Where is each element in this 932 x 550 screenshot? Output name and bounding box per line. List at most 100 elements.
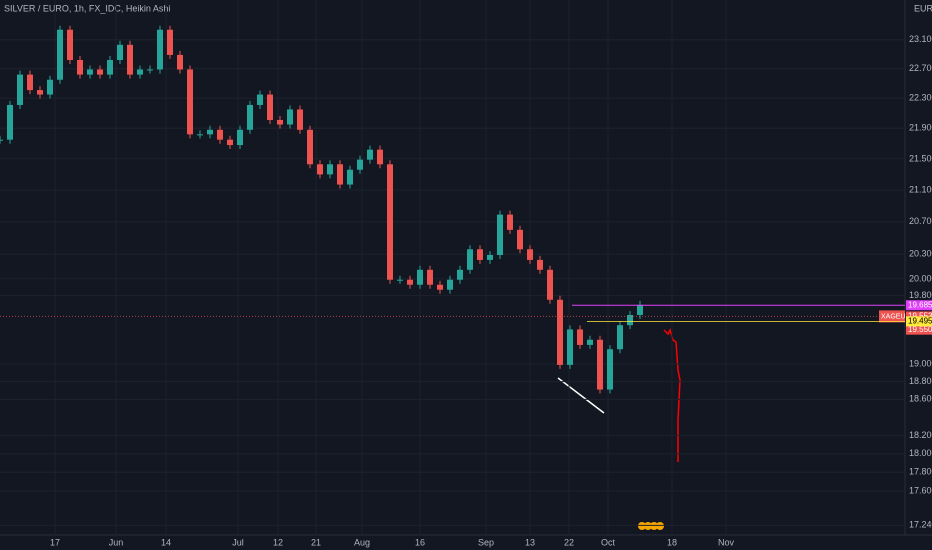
price-tag: 19.550 <box>908 325 932 334</box>
event-icon[interactable] <box>650 522 658 530</box>
price-tag: 19.553 <box>908 312 932 321</box>
x-tick-label: 12 <box>273 537 283 547</box>
candle-body <box>7 104 13 140</box>
y-tick-label: 19.800 <box>909 290 932 300</box>
candle-body <box>407 279 413 285</box>
candle-body <box>347 169 353 185</box>
y-tick-label: 17.800 <box>909 467 932 477</box>
candle-body <box>567 329 573 365</box>
candle-body <box>287 109 293 125</box>
candle-body <box>427 269 433 285</box>
candle-body <box>167 29 173 55</box>
candle-body <box>607 349 613 390</box>
candle-body <box>327 164 333 175</box>
candle-body <box>397 279 403 281</box>
candle-body <box>587 339 593 345</box>
projection-path <box>663 327 681 462</box>
y-tick-label: 19.000 <box>909 358 932 368</box>
y-tick-label: 21.900 <box>909 123 932 133</box>
candle-body <box>547 269 553 300</box>
candle-body <box>47 79 53 95</box>
candle-body <box>447 279 453 290</box>
x-tick-label: 18 <box>667 537 677 547</box>
price-tag-bg <box>906 316 932 327</box>
y-tick-label: 17.600 <box>909 485 932 495</box>
y-tick-label: 20.300 <box>909 249 932 259</box>
candle-body <box>517 229 523 250</box>
candle-body <box>97 69 103 75</box>
y-tick-label: 22.700 <box>909 63 932 73</box>
price-tag: 19.685 <box>908 300 932 309</box>
y-tick-label: 20.000 <box>909 273 932 283</box>
candle-body <box>17 74 23 105</box>
price-tag: 19.495 <box>908 316 932 325</box>
x-tick-label: Aug <box>354 537 370 547</box>
candle-body <box>467 249 473 270</box>
x-tick-label: Jul <box>232 537 244 547</box>
candle-body <box>227 139 233 146</box>
candle-body <box>237 129 243 146</box>
candle-body <box>357 159 363 170</box>
candle-body <box>457 269 463 280</box>
x-tick-label: Sep <box>478 537 494 547</box>
candle-body <box>557 299 563 365</box>
candle-body <box>637 304 643 315</box>
candle-body <box>217 129 223 140</box>
candle-body <box>77 59 83 75</box>
candle-body <box>117 44 123 60</box>
symbol-tag: XAGEUR <box>881 313 911 320</box>
currency: EUR <box>914 3 932 13</box>
candle-body <box>597 339 603 390</box>
candle-body <box>487 255 493 260</box>
x-tick-label: 22 <box>564 537 574 547</box>
candle-body <box>107 59 113 75</box>
y-tick-label: 21.100 <box>909 184 932 194</box>
candle-body <box>507 214 513 230</box>
candle-body <box>437 284 443 290</box>
trend-line <box>557 377 605 414</box>
candles <box>0 25 643 394</box>
candle-body <box>527 249 533 260</box>
candle-body <box>377 149 383 165</box>
candle-body <box>187 69 193 135</box>
y-tick-label: 21.500 <box>909 153 932 163</box>
candle-body <box>147 69 153 71</box>
candle-body <box>157 29 163 70</box>
candle-body <box>577 329 583 345</box>
event-icon[interactable] <box>656 522 664 530</box>
candle-body <box>127 44 133 75</box>
x-tick-label: 17 <box>50 537 60 547</box>
candle-body <box>337 164 343 185</box>
x-tick-label: 14 <box>161 537 171 547</box>
candle-body <box>317 164 323 175</box>
y-tick-label: 18.200 <box>909 430 932 440</box>
candle-body <box>367 149 373 160</box>
price-tag-bg <box>906 300 932 311</box>
event-icon[interactable] <box>644 522 652 530</box>
drawing-tools[interactable] <box>638 522 664 530</box>
chart-title: SILVER / EURO, 1h, FX_IDC, Heikin Ashi <box>4 3 170 13</box>
candle-body <box>197 134 203 136</box>
candle-body <box>497 214 503 256</box>
x-tick-label: Oct <box>601 537 616 547</box>
candle-body <box>297 109 303 130</box>
candle-body <box>537 259 543 270</box>
candle-body <box>417 269 423 285</box>
candle-body <box>387 164 393 280</box>
candle-body <box>207 129 213 135</box>
price-tag-bg <box>906 324 932 335</box>
candle-body <box>37 90 43 95</box>
y-tick-label: 18.000 <box>909 448 932 458</box>
event-icon[interactable] <box>638 522 646 530</box>
candle-body <box>67 29 73 60</box>
symbol-tag-bg <box>879 310 905 323</box>
candle-body <box>267 94 273 120</box>
y-tick-label: 23.100 <box>909 34 932 44</box>
x-tick-label: 13 <box>525 537 535 547</box>
y-tick-label: 17.240 <box>909 520 932 530</box>
x-tick-label: Jun <box>109 537 124 547</box>
y-tick-label: 20.700 <box>909 216 932 226</box>
candle-body <box>307 129 313 165</box>
